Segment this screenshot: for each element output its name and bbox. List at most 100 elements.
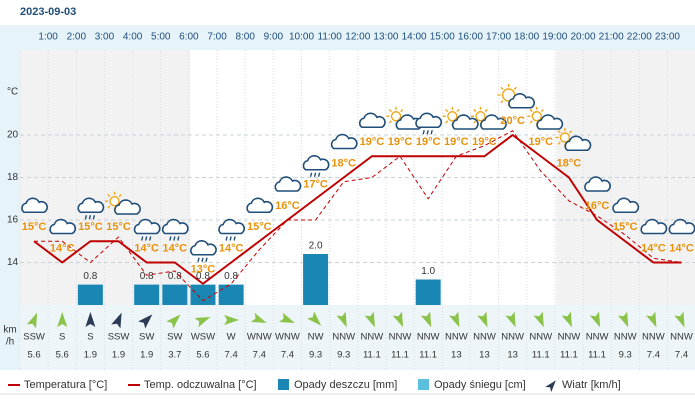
temp-label: 15°C xyxy=(22,221,47,233)
rain-drop xyxy=(229,236,232,241)
rain-drop xyxy=(173,236,176,241)
hour-label: 23:00 xyxy=(655,32,680,43)
hour-label: 9:00 xyxy=(264,32,284,43)
precip-label: 0.8 xyxy=(168,271,182,282)
rain-drop xyxy=(201,257,204,262)
rain-drop xyxy=(313,172,317,177)
rain-drop xyxy=(140,236,144,241)
wind-direction: NNW xyxy=(361,332,384,343)
weather-icon xyxy=(190,240,217,262)
temp-label: 15°C xyxy=(247,221,272,233)
precip-label: 1.0 xyxy=(421,266,435,277)
weather-icon xyxy=(358,112,386,129)
wind-arrow xyxy=(224,315,240,325)
cloud-shape xyxy=(536,114,564,130)
wind-arrow xyxy=(674,311,685,328)
sun-ray xyxy=(529,109,533,113)
precip-bar xyxy=(134,284,160,305)
legend-swatch xyxy=(278,379,289,390)
wind-speed: 7.4 xyxy=(675,350,688,361)
wind-speed: 9.3 xyxy=(619,350,632,361)
temp-label: 14°C xyxy=(219,242,244,254)
cloud-shape xyxy=(161,218,189,235)
wind-arrow xyxy=(449,311,460,328)
hour-label: 17:00 xyxy=(486,32,511,43)
legend-label: Wiatr [km/h] xyxy=(562,379,621,391)
weather-icon xyxy=(218,218,245,241)
wind-arrow xyxy=(138,314,153,329)
weather-icon xyxy=(330,133,358,150)
wind-direction: NNW xyxy=(614,332,637,343)
temp-label: 18°C xyxy=(331,157,356,169)
cloud-shape xyxy=(612,197,640,214)
wind-arrow xyxy=(85,312,96,327)
rain-drop xyxy=(426,130,429,135)
temp-label: 16°C xyxy=(585,200,610,212)
hour-label: 16:00 xyxy=(458,32,483,43)
wind-arrow xyxy=(111,312,122,329)
wind-direction: NNW xyxy=(417,332,440,343)
temp-label: 14°C xyxy=(134,242,159,254)
wind-arrow xyxy=(561,311,572,328)
temp-label: 17°C xyxy=(303,179,328,191)
feels-like-line xyxy=(34,130,682,302)
wind-speed: 5.6 xyxy=(56,350,69,361)
hour-label: 3:00 xyxy=(95,32,115,43)
rain-drop xyxy=(177,236,180,241)
temp-label: 19°C xyxy=(444,136,469,148)
wind-speed: 1.9 xyxy=(84,350,97,361)
temp-label: 19°C xyxy=(528,136,553,148)
sun-ray xyxy=(557,141,561,145)
cloud-shape xyxy=(415,112,443,129)
cloud-shape xyxy=(49,218,77,235)
wind-direction: NNW xyxy=(529,332,552,343)
wind-arrow xyxy=(420,311,432,328)
rain-drop xyxy=(225,236,228,241)
precip-label: 0.8 xyxy=(196,271,210,282)
weather-icon xyxy=(640,218,668,235)
weather-icon xyxy=(49,218,77,235)
sun-ray xyxy=(400,109,404,113)
sun-ray xyxy=(107,194,111,198)
wind-arrow xyxy=(589,311,601,328)
hour-label: 21:00 xyxy=(599,32,624,43)
wind-arrow xyxy=(279,312,295,324)
sun xyxy=(559,132,571,143)
wind-speed: 1.9 xyxy=(112,350,125,361)
cloud-shape xyxy=(584,176,611,192)
sun-ray xyxy=(118,194,122,198)
wind-speed: 1.9 xyxy=(140,350,153,361)
hour-label: 18:00 xyxy=(514,32,539,43)
wind-direction: NNW xyxy=(501,332,524,343)
sun-ray xyxy=(513,86,517,90)
wind-direction: WNW xyxy=(275,332,300,343)
rain-drop xyxy=(169,236,172,241)
weather-icon xyxy=(21,197,48,214)
cloud-shape xyxy=(274,176,302,192)
wind-direction: NNW xyxy=(445,332,468,343)
wind-direction: SW xyxy=(139,332,154,343)
wind-arrow xyxy=(617,311,629,328)
rain-drop xyxy=(144,236,148,241)
temp-label: 14°C xyxy=(50,242,75,254)
weather-icon xyxy=(497,84,535,109)
sun-ray xyxy=(529,120,533,124)
hour-label: 13:00 xyxy=(373,32,398,43)
rain-drop xyxy=(84,215,88,220)
wind-direction: S xyxy=(59,332,65,343)
weather-icon xyxy=(612,197,640,214)
weather-icon xyxy=(386,106,423,130)
rain-drop xyxy=(233,236,236,241)
wind-speed: 7.4 xyxy=(253,350,266,361)
wind-direction: WNW xyxy=(247,332,272,343)
weather-icon xyxy=(555,128,592,152)
temp-label: 15°C xyxy=(106,221,131,233)
y-tick-label: 14 xyxy=(7,257,19,268)
temp-label: 18°C xyxy=(557,157,582,169)
temp-label: 20°C xyxy=(500,115,525,127)
temp-label: 19°C xyxy=(416,136,441,148)
weather-icon xyxy=(527,106,564,130)
cloud-shape xyxy=(218,218,245,235)
cloud-shape xyxy=(246,197,274,214)
